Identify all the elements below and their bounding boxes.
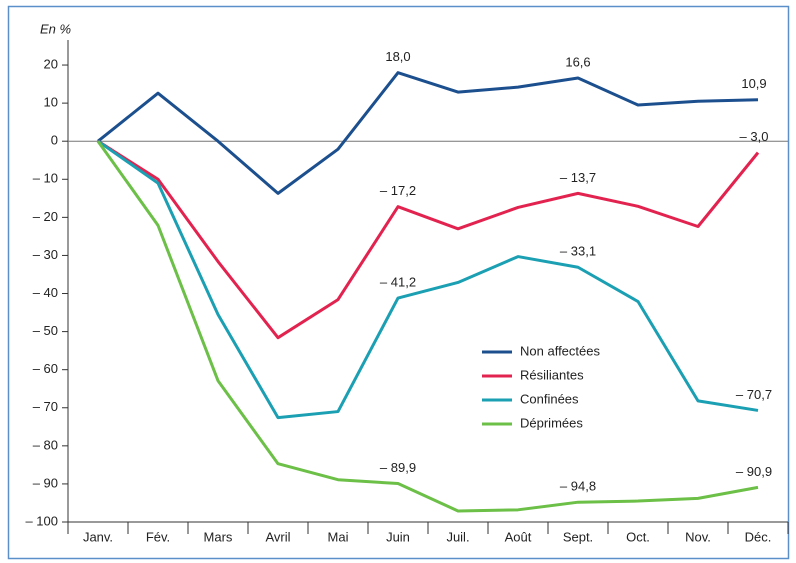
legend-label: Résiliantes <box>520 367 584 382</box>
x-tick-label: Avril <box>265 529 290 544</box>
x-tick-label: Juil. <box>446 529 469 544</box>
y-tick-label: – 30 <box>33 247 58 262</box>
series-line <box>97 139 759 420</box>
y-tick-label: – 90 <box>33 475 58 490</box>
x-tick-label: Mars <box>204 529 233 544</box>
value-label: – 89,9 <box>380 460 416 475</box>
x-tick-label: Août <box>505 529 532 544</box>
value-label: – 41,2 <box>380 275 416 290</box>
x-tick-label: Janv. <box>83 529 113 544</box>
y-tick-label: – 50 <box>33 323 58 338</box>
x-tick-label: Oct. <box>626 529 650 544</box>
y-tick-label: – 40 <box>33 285 58 300</box>
value-label: – 13,7 <box>560 170 596 185</box>
y-tick-label: 0 <box>51 133 58 148</box>
x-tick-label: Nov. <box>685 529 711 544</box>
y-tick-label: – 100 <box>25 513 58 528</box>
y-tick-label: 10 <box>44 95 58 110</box>
x-tick-label: Sept. <box>563 529 593 544</box>
y-tick-label: 20 <box>44 56 58 71</box>
y-axis-label: En % <box>40 21 71 36</box>
value-label: 18,0 <box>385 49 410 64</box>
series-line <box>96 140 759 513</box>
frame <box>7 5 790 560</box>
y-tick-label: – 70 <box>33 399 58 414</box>
y-tick-label: – 60 <box>33 361 58 376</box>
legend-label: Confinées <box>520 391 579 406</box>
series-line <box>97 139 760 340</box>
value-label: 16,6 <box>565 54 590 69</box>
value-label: – 3,0 <box>740 129 769 144</box>
series-line <box>97 71 759 195</box>
value-label: – 94,8 <box>560 479 596 494</box>
value-label: – 90,9 <box>736 464 772 479</box>
legend-label: Non affectées <box>520 343 600 358</box>
y-tick-label: – 10 <box>33 171 58 186</box>
x-tick-label: Juin <box>386 529 410 544</box>
value-label: – 17,2 <box>380 183 416 198</box>
y-tick-label: – 80 <box>33 437 58 452</box>
x-tick-label: Mai <box>328 529 349 544</box>
x-tick-label: Fév. <box>146 529 170 544</box>
x-tick-label: Déc. <box>745 529 772 544</box>
value-label: – 70,7 <box>736 387 772 402</box>
y-tick-label: – 20 <box>33 209 58 224</box>
value-label: 10,9 <box>741 76 766 91</box>
value-label: – 33,1 <box>560 244 596 259</box>
legend-label: Déprimées <box>520 415 583 430</box>
